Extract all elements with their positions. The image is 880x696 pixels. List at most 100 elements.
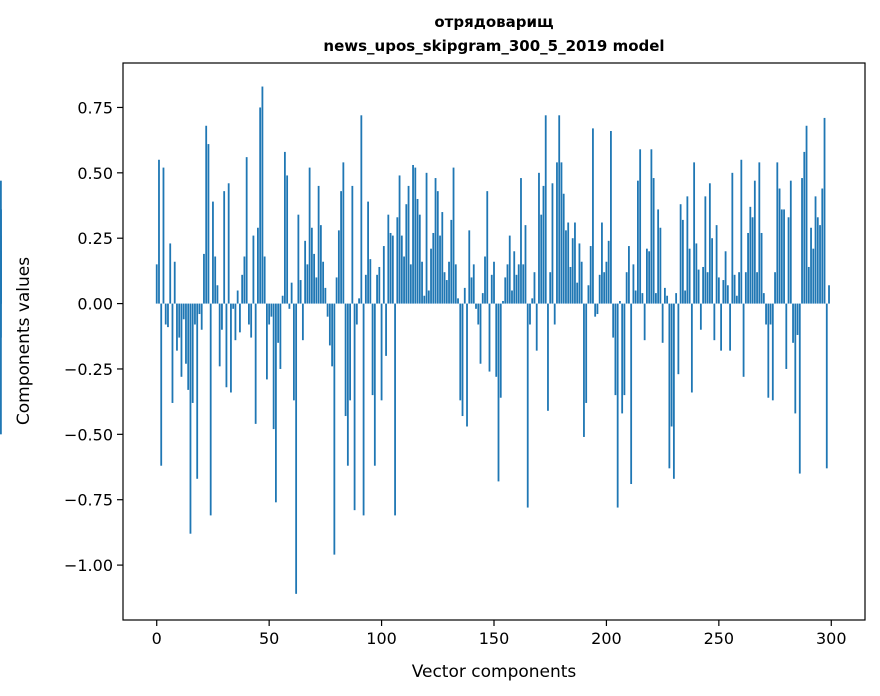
bar-component-21 bbox=[203, 253, 205, 304]
bar-component-299 bbox=[828, 285, 830, 304]
bar-component-33 bbox=[230, 303, 232, 393]
bars-group bbox=[0, 86, 830, 594]
bar-component-277 bbox=[778, 188, 781, 304]
bar-component-196 bbox=[596, 303, 599, 315]
bar-component-78 bbox=[331, 303, 334, 367]
bar-component-214 bbox=[637, 180, 639, 304]
bar-component-23 bbox=[207, 144, 210, 304]
bar-component-210 bbox=[628, 246, 630, 304]
bar-component-233 bbox=[679, 204, 682, 304]
bar-component-278 bbox=[780, 209, 783, 304]
bar-component-238 bbox=[690, 303, 693, 393]
bar-component-66 bbox=[304, 240, 307, 304]
bar-component-224 bbox=[659, 227, 662, 304]
bar-component-194 bbox=[592, 128, 594, 304]
bar-component-41 bbox=[248, 303, 250, 325]
bar-component-3 bbox=[162, 167, 165, 304]
bar-component-249 bbox=[715, 225, 718, 304]
bar-component-183 bbox=[567, 222, 570, 304]
bar-component-54 bbox=[277, 303, 280, 343]
bar-component-163 bbox=[522, 264, 525, 304]
bar-component-12 bbox=[182, 303, 185, 320]
bar-component-34 bbox=[232, 303, 235, 309]
bar-component-10 bbox=[178, 303, 181, 338]
bar-component-156 bbox=[506, 264, 509, 304]
bar-component-203 bbox=[612, 303, 615, 338]
bar-component-44 bbox=[254, 303, 257, 424]
bar-component-158 bbox=[511, 290, 513, 304]
bar-component-202 bbox=[610, 130, 612, 304]
bar-component-53 bbox=[275, 303, 277, 503]
bar-component-98 bbox=[376, 274, 378, 304]
bar-component-94 bbox=[367, 201, 369, 304]
bar-component-67 bbox=[306, 264, 309, 304]
bar-component-206 bbox=[619, 300, 621, 304]
bar-component-292 bbox=[812, 248, 815, 304]
bar-component-220 bbox=[650, 149, 653, 304]
bar-component-61 bbox=[292, 303, 295, 401]
bar-component-226 bbox=[663, 287, 666, 304]
bar-component-187 bbox=[576, 282, 579, 304]
bar-component-undefined bbox=[0, 303, 2, 435]
bar-component-47 bbox=[261, 86, 264, 304]
bar-component-18 bbox=[196, 303, 199, 479]
bar-component-222 bbox=[654, 293, 657, 304]
bar-component-186 bbox=[574, 222, 576, 304]
bar-component-142 bbox=[475, 303, 477, 309]
bar-component-230 bbox=[672, 303, 675, 479]
bar-component-232 bbox=[677, 303, 680, 375]
bar-component-294 bbox=[816, 217, 819, 304]
bar-component-28 bbox=[218, 303, 221, 367]
bar-component-162 bbox=[520, 178, 522, 304]
bar-component-17 bbox=[194, 303, 196, 325]
bar-component-68 bbox=[308, 167, 311, 304]
bar-component-180 bbox=[560, 162, 563, 304]
y-tick-label: 0.25 bbox=[77, 229, 113, 248]
bar-component-undefined bbox=[0, 251, 2, 304]
bar-component-295 bbox=[819, 225, 821, 304]
bar-component-46 bbox=[259, 107, 262, 304]
bar-component-2 bbox=[160, 303, 163, 466]
bar-component-90 bbox=[358, 298, 360, 304]
bar-component-252 bbox=[722, 280, 725, 304]
bar-component-145 bbox=[481, 293, 484, 304]
bar-component-24 bbox=[209, 303, 212, 516]
bar-component-166 bbox=[529, 303, 531, 325]
bar-component-93 bbox=[364, 274, 367, 304]
bar-component-126 bbox=[439, 235, 441, 304]
bar-component-121 bbox=[427, 290, 430, 304]
bar-component-84 bbox=[344, 303, 347, 417]
bar-component-269 bbox=[760, 232, 763, 304]
bar-component-264 bbox=[749, 206, 752, 304]
bar-component-246 bbox=[708, 183, 711, 304]
bar-component-132 bbox=[452, 167, 455, 304]
bar-component-247 bbox=[711, 238, 713, 304]
bar-component-190 bbox=[583, 303, 585, 437]
bar-component-248 bbox=[713, 303, 716, 341]
bar-component-151 bbox=[495, 303, 498, 377]
bar-component-64 bbox=[299, 280, 302, 304]
bar-component-173 bbox=[544, 115, 547, 304]
bar-component-48 bbox=[263, 256, 266, 304]
bar-component-127 bbox=[441, 212, 444, 304]
bar-component-77 bbox=[328, 303, 331, 346]
bar-component-131 bbox=[450, 219, 453, 304]
bar-component-133 bbox=[454, 264, 457, 304]
bar-component-272 bbox=[767, 303, 770, 398]
y-tick-label: −0.25 bbox=[64, 360, 113, 379]
bar-component-219 bbox=[648, 251, 651, 304]
bar-component-253 bbox=[724, 251, 727, 304]
y-axis-label: Components values bbox=[14, 257, 34, 425]
bar-component-216 bbox=[641, 293, 644, 304]
bar-component-263 bbox=[747, 232, 749, 304]
bar-component-244 bbox=[704, 196, 707, 304]
bar-component-45 bbox=[257, 227, 259, 304]
bar-component-86 bbox=[349, 303, 351, 401]
bar-component-117 bbox=[418, 214, 421, 304]
bar-component-36 bbox=[236, 290, 239, 304]
bar-component-13 bbox=[185, 303, 187, 364]
bar-component-205 bbox=[616, 303, 619, 508]
bar-component-120 bbox=[425, 172, 428, 304]
bar-component-49 bbox=[266, 303, 268, 380]
bar-component-116 bbox=[416, 198, 419, 304]
